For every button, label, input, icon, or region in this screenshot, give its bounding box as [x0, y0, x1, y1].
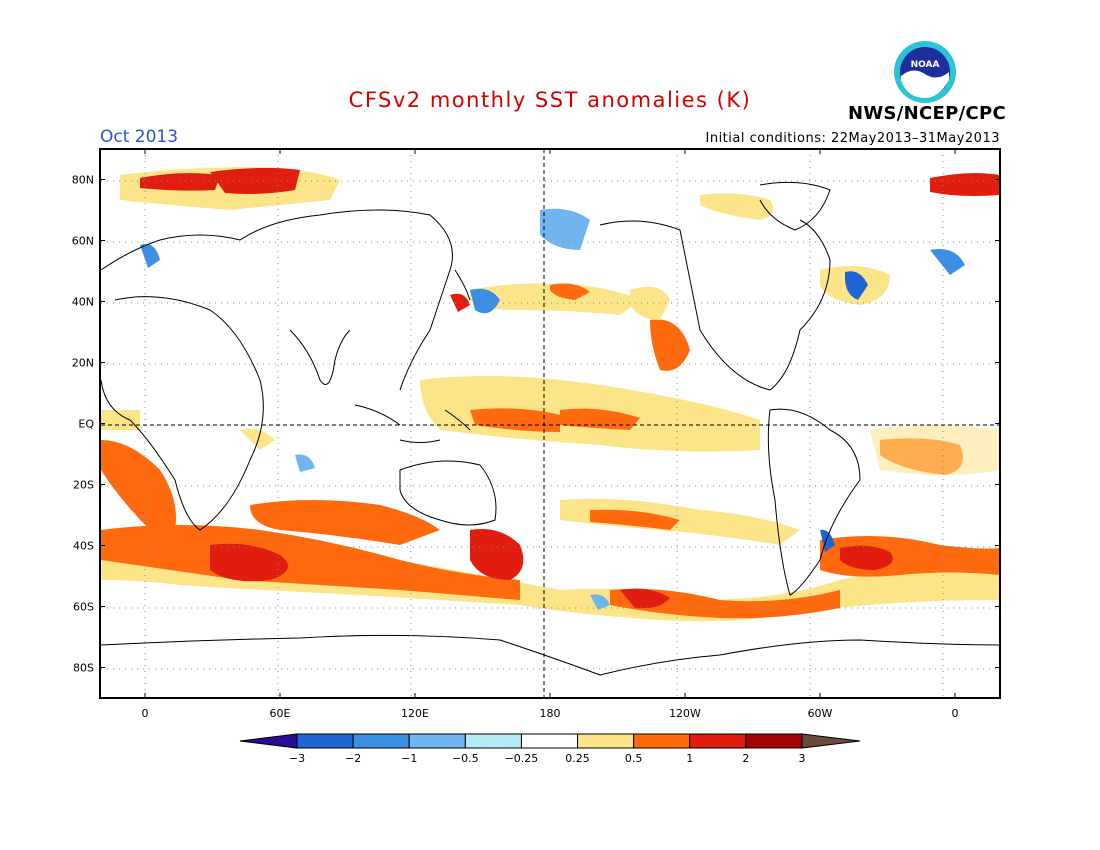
- colorbar-min-arrow: [239, 733, 298, 749]
- equator-dateline: [101, 149, 1000, 698]
- lat-tick-label: 20N: [72, 357, 94, 370]
- noaa-logo-text: NOAA: [911, 60, 940, 70]
- map-title: CFSv2 monthly SST anomalies (K): [348, 88, 752, 112]
- initial-conditions: Initial conditions: 22May2013–31May2013: [705, 131, 1000, 146]
- colorbar: −3 −2 −1 −0.5 −0.25 0.25 0.5 1 2 3: [239, 733, 861, 765]
- colorbar-label: −2: [345, 752, 361, 765]
- lat-tick-label: 40S: [73, 540, 94, 553]
- forecast-month: Oct 2013: [100, 127, 179, 147]
- colorbar-label: 0.25: [565, 752, 590, 765]
- latitude-ticks: 80N 60N 40N 20N EQ 20S 40S 60S 80S: [72, 174, 1000, 675]
- lon-tick-label: 60E: [270, 707, 291, 720]
- colorbar-segment: [520, 733, 579, 749]
- colorbar-label: −0.25: [505, 752, 539, 765]
- lat-tick-label: 60N: [72, 235, 94, 248]
- colorbar-segment: [633, 733, 691, 749]
- colorbar-label: 0.5: [625, 752, 643, 765]
- noaa-logo-icon: NOAA: [894, 41, 956, 103]
- colorbar-label: −0.5: [452, 752, 479, 765]
- colorbar-max-arrow: [801, 733, 861, 749]
- colorbar-label: 2: [742, 752, 749, 765]
- colorbar-segment: [296, 733, 354, 749]
- colorbar-label: 1: [686, 752, 693, 765]
- anomaly-shading: [101, 167, 1000, 622]
- lat-tick-label: EQ: [78, 418, 94, 431]
- coastlines: [101, 181, 1000, 676]
- colorbar-label: 3: [799, 752, 806, 765]
- colorbar-segment: [689, 733, 747, 749]
- lat-tick-label: 20S: [73, 479, 94, 492]
- lat-tick-label: 80S: [73, 662, 94, 675]
- colorbar-segment: [464, 733, 522, 749]
- lat-tick-label: 40N: [72, 296, 94, 309]
- lon-tick-label: 60W: [808, 707, 833, 720]
- colorbar-label: −3: [289, 752, 305, 765]
- organization-label: NWS/NCEP/CPC: [848, 103, 1007, 124]
- longitude-ticks: 0 60E 120E 180 120W 60W 0: [142, 149, 959, 720]
- colorbar-label: −1: [401, 752, 417, 765]
- colorbar-segment: [408, 733, 466, 749]
- colorbar-segment: [352, 733, 410, 749]
- lon-tick-label: 180: [540, 707, 561, 720]
- lon-tick-label: 0: [952, 707, 959, 720]
- lat-tick-label: 60S: [73, 601, 94, 614]
- lat-tick-label: 80N: [72, 174, 94, 187]
- colorbar-segment: [745, 733, 803, 749]
- colorbar-segment: [577, 733, 635, 749]
- lon-tick-label: 120W: [669, 707, 701, 720]
- lon-tick-label: 0: [142, 707, 149, 720]
- lon-tick-label: 120E: [401, 707, 429, 720]
